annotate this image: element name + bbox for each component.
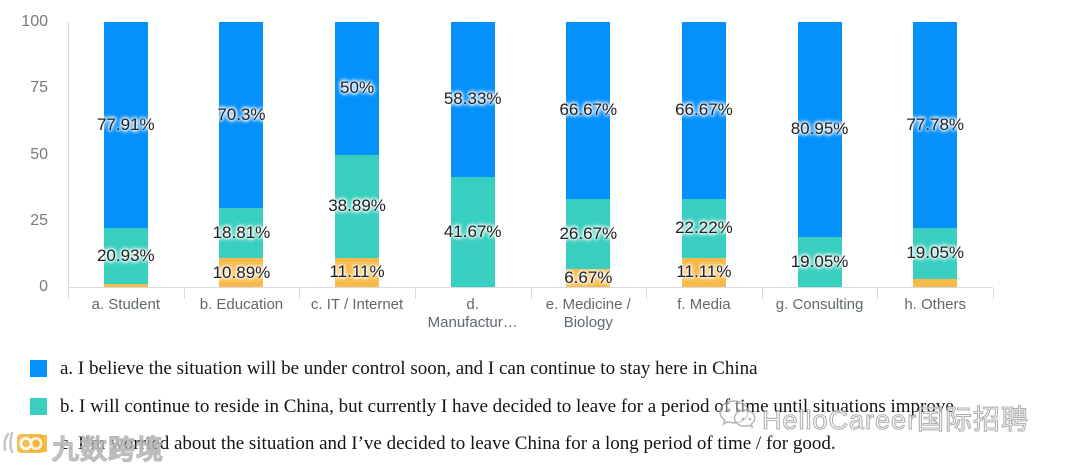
- plot-area: 0 25 50 75 100 a. Student b. Education c. IT /…: [21, 13, 994, 331]
- bar-segment-series-b-cat-3: [450, 176, 495, 287]
- x-axis-category-label: g. Consulting: [775, 296, 864, 313]
- bar-value-label: 77.78%: [906, 115, 965, 135]
- bar-value-label: 70.3%: [217, 105, 266, 125]
- bar-segment-series-a-cat-7: [913, 22, 958, 229]
- bar-segment-series-c-cat-5: [681, 257, 726, 287]
- x-axis-tick: [68, 288, 69, 299]
- bar-value-label: 66.67%: [675, 100, 733, 120]
- bar-segment-series-b-cat-1: [219, 208, 264, 259]
- bar-value-label: 77.91%: [96, 115, 155, 135]
- x-axis-line: [68, 287, 993, 288]
- bar-value-label: 80.95%: [790, 119, 849, 139]
- x-axis-tick: [414, 288, 416, 299]
- bar-segment-series-c-cat-4: [566, 269, 611, 287]
- x-axis-category-label: f. Media: [677, 296, 731, 313]
- x-axis-category-label: d. Manufactur…: [427, 296, 518, 331]
- x-axis-tick: [761, 288, 763, 299]
- bar-segment-series-b-cat-6: [797, 236, 842, 287]
- bar-segment-series-a-cat-1: [219, 22, 264, 209]
- bar-segment-series-a-cat-3: [450, 22, 495, 177]
- bar-value-label: 26.67%: [559, 223, 618, 243]
- x-axis-tick: [877, 288, 879, 299]
- bar-value-label: 19.05%: [906, 243, 965, 263]
- x-axis-tick: [530, 288, 532, 299]
- bar-value-label: 66.67%: [559, 100, 618, 120]
- y-axis-tick-label: 75: [30, 79, 48, 97]
- legend-marker-orange: [30, 435, 47, 452]
- bar-segment-series-a-cat-2: [335, 22, 380, 155]
- bar-segment-series-a-cat-6: [797, 22, 842, 237]
- x-axis-tick: [299, 288, 301, 299]
- legend-label: b. I will continue to reside in China, b…: [60, 396, 954, 417]
- x-axis-tick: [183, 288, 185, 299]
- bar-segment-series-b-cat-2: [335, 154, 380, 258]
- x-axis-category-label: e. Medicine / Biology: [545, 296, 631, 331]
- bar-value-label: 18.81%: [212, 223, 271, 243]
- bar-value-label: 22.22%: [675, 218, 733, 238]
- x-axis-category-label: b. Education: [199, 296, 284, 313]
- bar-value-label: 41.67%: [443, 221, 502, 241]
- bar-segment-series-c-cat-2: [335, 257, 380, 287]
- legend-marker-blue: [30, 360, 47, 377]
- x-axis-tick: [646, 288, 648, 299]
- x-axis-tick: [993, 288, 994, 299]
- bar-segment-series-c-cat-1: [219, 258, 264, 287]
- bar-segment-series-b-cat-0: [103, 228, 148, 284]
- bar-segment-series-b-cat-5: [681, 198, 726, 258]
- bar-value-label: 11.11%: [676, 262, 732, 282]
- bar-value-label: 10.89%: [212, 262, 271, 282]
- bar-value-label: 58.33%: [443, 89, 502, 109]
- bar-segment-series-c-cat-7: [913, 278, 958, 287]
- y-axis-tick-label: 50: [30, 145, 48, 163]
- bar-value-label: 50%: [340, 78, 375, 98]
- bar-value-label: 20.93%: [96, 246, 155, 266]
- legend-label: c. I’m worried about the situation and I…: [60, 433, 836, 454]
- y-axis-tick-label: 25: [30, 211, 48, 229]
- x-axis-category-label: h. Others: [904, 296, 967, 313]
- legend-label: a. I believe the situation will be under…: [60, 358, 758, 379]
- bar-segment-series-b-cat-7: [913, 228, 958, 279]
- bar-segment-series-a-cat-0: [103, 22, 148, 229]
- y-axis-tick-label: 0: [39, 278, 48, 295]
- x-axis-category-label: c. IT / Internet: [310, 296, 404, 313]
- bar-value-label: 19.05%: [790, 251, 849, 271]
- x-axis-category-label: a. Student: [91, 296, 160, 313]
- legend-marker-teal: [30, 398, 47, 415]
- bar-segment-series-a-cat-4: [566, 21, 611, 199]
- y-axis-line: [68, 22, 69, 299]
- y-axis-tick-label: 100: [21, 13, 48, 30]
- bar-value-label: 11.11%: [329, 262, 385, 282]
- bar-value-label: 38.89%: [328, 196, 386, 216]
- bar-segment-series-c-cat-0: [103, 283, 148, 287]
- bar-segment-series-b-cat-4: [566, 198, 611, 270]
- bar-value-label: 6.67%: [564, 268, 613, 288]
- bar-segment-series-a-cat-5: [681, 22, 726, 199]
